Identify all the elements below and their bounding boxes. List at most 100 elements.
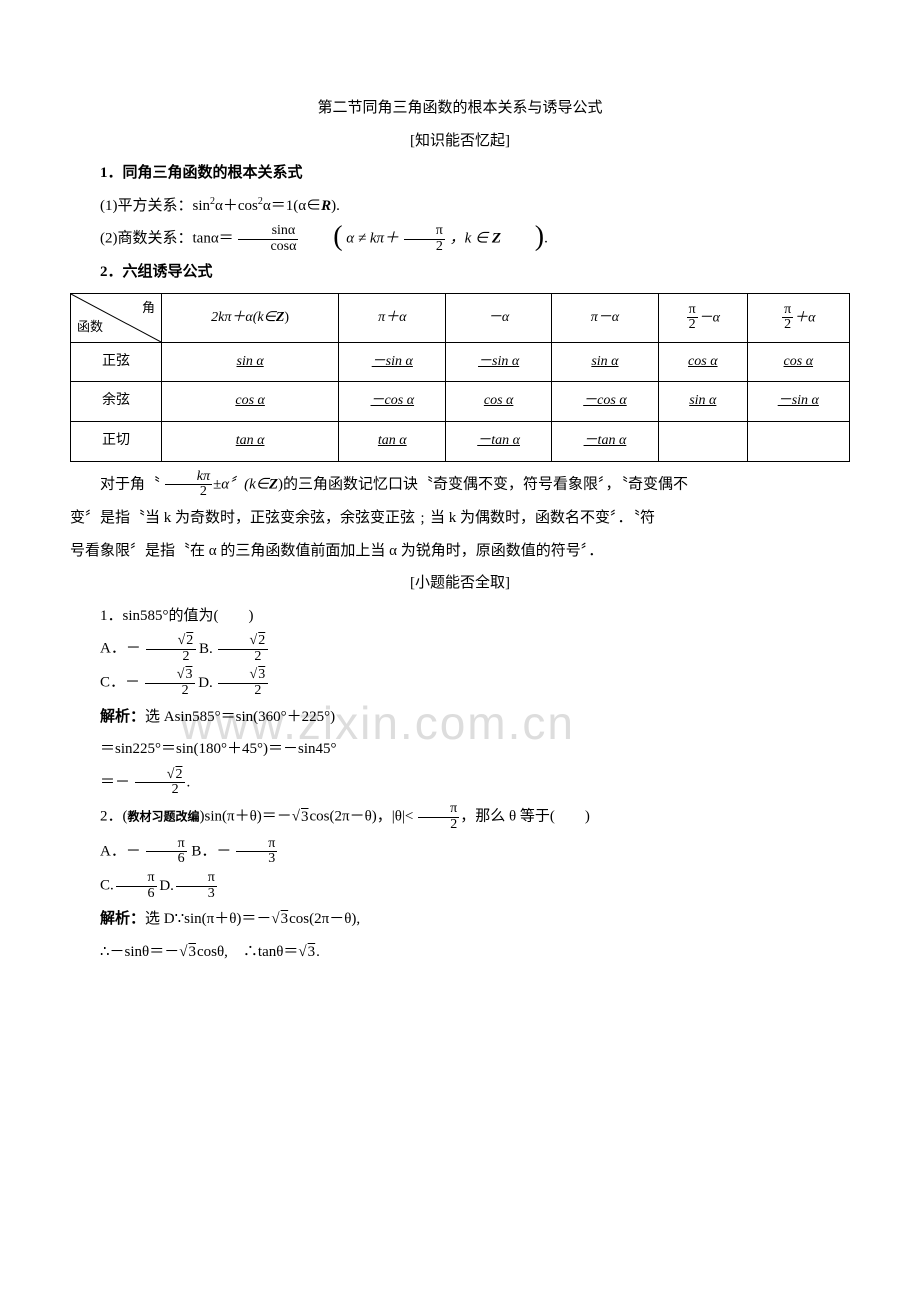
numerator: √2 bbox=[135, 768, 186, 784]
col-header: π2－α bbox=[659, 293, 748, 342]
q1-sol3: ＝－ √22. bbox=[70, 768, 850, 798]
text: 2kπ＋α(k∈ bbox=[211, 310, 276, 325]
denominator: 2 bbox=[418, 818, 459, 833]
sqrt-arg: 3 bbox=[300, 809, 310, 825]
table-cell: －sin α bbox=[446, 342, 552, 382]
cell-value: －cos α bbox=[371, 393, 415, 408]
denominator: 3 bbox=[176, 887, 217, 902]
fraction: √22 bbox=[218, 634, 269, 664]
q1-options-cd: C．－ √32 D. √32 bbox=[70, 668, 850, 698]
row-label: 余弦 bbox=[71, 382, 162, 422]
explanation-line3: 号看象限〞是指〝在 α 的三角函数值前面加上当 α 为锐角时，原函数值的符号〞． bbox=[70, 537, 850, 566]
fraction: √22 bbox=[135, 768, 186, 798]
row-label: 正弦 bbox=[71, 342, 162, 382]
opt-c-prefix: C. bbox=[100, 878, 114, 894]
fraction: kπ 2 bbox=[165, 470, 212, 500]
table-row: 正弦 sin α －sin α －sin α sin α cos α cos α bbox=[71, 342, 850, 382]
fraction: π2 bbox=[782, 303, 793, 333]
text: ∴－sinθ＝－ bbox=[100, 944, 179, 960]
denominator: 3 bbox=[236, 852, 277, 867]
text: ，那么 θ 等于( ) bbox=[460, 809, 590, 825]
opt-d-prefix: D. bbox=[198, 675, 213, 691]
text: －α bbox=[699, 310, 720, 325]
text: －α bbox=[488, 310, 509, 325]
table-cell: cos α bbox=[162, 382, 339, 422]
table-cell: sin α bbox=[551, 342, 658, 382]
section2-title: 2．六组诱导公式 bbox=[70, 258, 850, 287]
numerator: √2 bbox=[218, 634, 269, 650]
text: (1)平方关系：sin bbox=[100, 198, 210, 214]
fraction: π6 bbox=[116, 871, 157, 901]
denominator: 2 bbox=[404, 240, 445, 255]
cell-value: －sin α bbox=[478, 354, 519, 369]
cell-value: tan α bbox=[378, 433, 407, 448]
q1-sol2: ＝sin225°＝sin(180°＋45°)＝－sin45° bbox=[70, 735, 850, 764]
q1-sol1: 解析：选 Asin585°＝sin(360°＋225°) bbox=[70, 703, 850, 732]
diag-header-cell: 角 函数 bbox=[71, 293, 162, 342]
text: α＋cos bbox=[215, 198, 258, 214]
text: ) bbox=[284, 310, 289, 325]
sol-label: 解析： bbox=[100, 911, 145, 927]
opt-a-prefix: A．－ bbox=[100, 843, 141, 859]
table-cell bbox=[659, 422, 748, 462]
induction-formula-table: 角 函数 2kπ＋α(k∈Z) π＋α －α π－α π2－α π2＋α 正弦 … bbox=[70, 293, 850, 462]
fraction: π2 bbox=[418, 802, 459, 832]
sqrt-arg: 3 bbox=[184, 667, 193, 682]
table-row: 余弦 cos α －cos α cos α －cos α sin α －sin … bbox=[71, 382, 850, 422]
numerator: kπ bbox=[165, 470, 212, 486]
denominator: 2 bbox=[165, 485, 212, 500]
cell-value: sin α bbox=[237, 354, 264, 369]
denominator: 2 bbox=[146, 650, 197, 665]
denominator: 6 bbox=[116, 887, 157, 902]
numerator: √3 bbox=[218, 668, 269, 684]
text: 选 D∵sin(π＋θ)＝－ bbox=[145, 911, 271, 927]
text: )sin(π＋θ)＝－ bbox=[200, 809, 292, 825]
col-header: 2kπ＋α(k∈Z) bbox=[162, 293, 339, 342]
fraction: √32 bbox=[218, 668, 269, 698]
numerator: π bbox=[418, 802, 459, 818]
cell-value: －sin α bbox=[778, 393, 819, 408]
sec1-item2: (2)商数关系：tanα＝ sinα cosα ( α ≠ kπ＋ π 2 ，k… bbox=[70, 224, 850, 254]
col-header: π＋α bbox=[339, 293, 446, 342]
denominator: 2 bbox=[218, 650, 269, 665]
cell-value: cos α bbox=[235, 393, 265, 408]
row-label: 正切 bbox=[71, 422, 162, 462]
table-cell: sin α bbox=[162, 342, 339, 382]
sqrt-arg: 3 bbox=[257, 667, 266, 682]
sqrt-arg: 3 bbox=[307, 944, 317, 960]
sqrt-arg: 2 bbox=[174, 767, 183, 782]
set-R: R bbox=[321, 198, 331, 214]
numerator: π bbox=[687, 303, 698, 319]
text: 2．( bbox=[100, 809, 128, 825]
numerator: π bbox=[116, 871, 157, 887]
table-row: 角 函数 2kπ＋α(k∈Z) π＋α －α π－α π2－α π2＋α bbox=[71, 293, 850, 342]
opt-b-prefix: B. bbox=[199, 641, 213, 657]
text: α ≠ kπ＋ bbox=[346, 231, 399, 247]
text: 对于角〝 bbox=[100, 476, 160, 492]
q2-options-cd: C. π6 D. π3 bbox=[70, 871, 850, 901]
numerator: π bbox=[176, 871, 217, 887]
fraction: √32 bbox=[145, 668, 196, 698]
source-tag: 教材习题改编 bbox=[128, 810, 200, 824]
text: ±α〞(k∈ bbox=[213, 476, 269, 492]
denominator: 2 bbox=[135, 783, 186, 798]
q1-options-ab: A．－ √22 B. √22 bbox=[70, 634, 850, 664]
q2-stem: 2．(教材习题改编)sin(π＋θ)＝－√3cos(2π－θ)，|θ|< π2，… bbox=[70, 802, 850, 832]
sqrt-arg: 2 bbox=[185, 633, 194, 648]
numerator: √2 bbox=[146, 634, 197, 650]
sol-label: 解析： bbox=[100, 709, 145, 725]
text: π－α bbox=[591, 310, 619, 325]
cell-value: cos α bbox=[784, 354, 814, 369]
cell-value: －cos α bbox=[583, 393, 627, 408]
cell-value: －tan α bbox=[584, 433, 627, 448]
table-cell: －cos α bbox=[339, 382, 446, 422]
sqrt-arg: 2 bbox=[257, 633, 266, 648]
table-cell: －tan α bbox=[551, 422, 658, 462]
sec1-item1: (1)平方关系：sin2α＋cos2α＝1(α∈R). bbox=[70, 192, 850, 221]
table-row: 正切 tan α tan α －tan α －tan α bbox=[71, 422, 850, 462]
quiz-heading: [小题能否全取] bbox=[70, 569, 850, 598]
sub-heading: [知识能否忆起] bbox=[70, 127, 850, 156]
sqrt-arg: 3 bbox=[187, 944, 197, 960]
cell-value: sin α bbox=[689, 393, 716, 408]
fraction: π6 bbox=[146, 837, 187, 867]
